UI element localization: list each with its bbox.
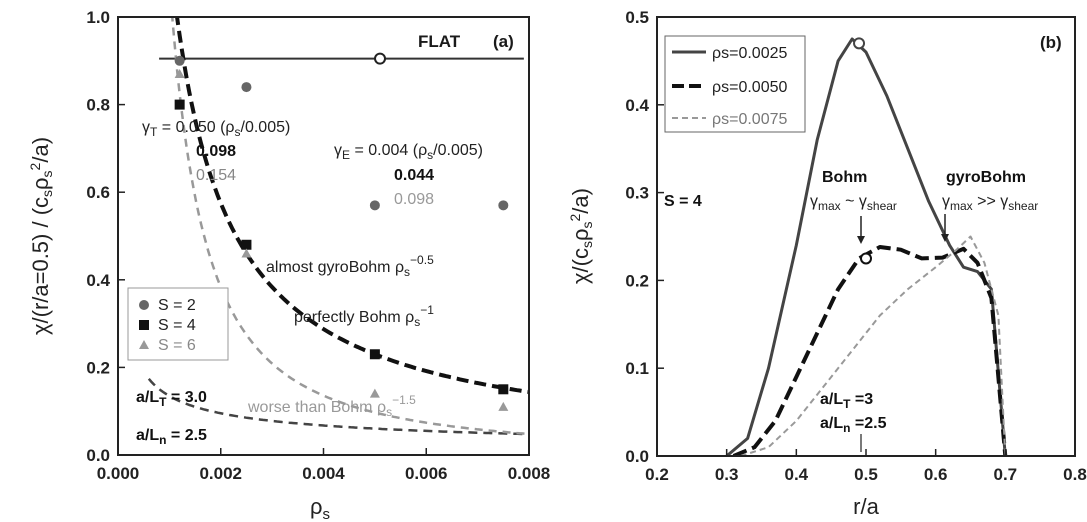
panel-b-x-tick-label: 0.3 [715,465,739,484]
panel-b-y-tick-label: 0.1 [625,359,649,378]
peak-marker-0050 [860,252,872,265]
s-value-label: S = 4 [664,193,702,210]
series-line-00075 [740,235,1007,456]
data-point-s=2 [498,200,509,211]
bohm-label: Bohm [822,169,867,186]
data-point-s=6 [241,248,252,258]
data-point-s=2 [241,82,252,93]
panel-b-y-axis-label: χ/(csρs2/a) [567,188,595,284]
gamma-t-value-2: 0.098 [196,143,236,160]
panel-a-x-tick-label: 0.000 [97,464,140,483]
panel-a-x-tick-label: 0.002 [199,464,242,483]
gamma-e-value-3: 0.098 [394,191,434,208]
panel-a-ticks: 0.000 0.002 0.004 0.006 0.008 0.0 0.2 0.4 0.6 0.8… [86,8,550,483]
legend-s2-label: S = 2 [158,297,196,314]
gamma-e-value-2: 0.044 [394,167,434,184]
panel-a-y-tick-label: 0.4 [86,271,110,290]
panel-b-y-tick-label: 0.0 [625,447,649,466]
panel-b-legend: ρs=0.0025 ρs=0.0050 ρs=0.0075 [664,35,806,133]
b-a-lt-label: a/LT =3 [820,391,873,411]
peak-marker-0025 [853,37,866,50]
data-point-s=6 [174,68,185,78]
flat-marker [374,52,387,65]
panel-b-series-lines [725,37,1008,456]
panel-b-tag: (b) [1040,33,1062,52]
gyrobohm-sub-label: γmax >> γshear [942,193,1038,213]
legend-s4-marker [139,320,149,330]
panel-a-y-tick-label: 0.6 [86,183,110,202]
panel-b-x-tick-label: 0.5 [854,465,878,484]
panel-a-legend: S = 2 S = 4 S = 6 [127,287,229,361]
perfectly-bohm-label: perfectly Bohm ρs−1 [294,303,434,329]
panel-b-x-tick-label: 0.7 [994,465,1018,484]
panel-b-x-tick-label: 0.4 [785,465,809,484]
legend-s6-label: S = 6 [158,337,196,354]
panel-b-x-tick-label: 0.2 [645,465,669,484]
panel-b-x-tick-label: 0.8 [1063,465,1087,484]
panel-a-tag: (a) [493,32,514,51]
series-line-00050 [732,245,1008,456]
panel-a-y-tick-label: 0.0 [86,446,110,465]
panel-b-y-tick-label: 0.4 [625,96,649,115]
panel-a-y-tick-label: 1.0 [86,8,110,27]
panel-b-y-tick-label: 0.5 [625,8,649,27]
fit-curve-almost-gyroBohm [147,377,529,436]
panel-b-x-axis-label: r/a [853,494,879,519]
flat-label: FLAT [418,32,461,51]
series-line-00025 [725,37,1007,456]
b-a-ln-label: a/Ln =2.5 [820,415,887,435]
data-point-s=2 [369,200,380,211]
gamma-t-label: γT = 0.050 (ρs/0.005) [142,119,290,139]
data-point-s=6 [498,401,509,411]
a-lt-label: a/LT = 3.0 [136,389,207,409]
panel-a: 0.000 0.002 0.004 0.006 0.008 0.0 0.2 0.4 0.6 0.8… [27,8,550,522]
panel-a-y-tick-label: 0.2 [86,358,110,377]
gamma-e-label: γE = 0.004 (ρs/0.005) [334,142,483,162]
data-point-s=6 [369,388,380,398]
almost-gyrobohm-label: almost gyroBohm ρs−0.5 [266,253,434,279]
data-point-s=2 [174,55,185,66]
fit-curve-worse-than-Bohm [171,17,529,436]
data-point-s=4 [241,239,252,250]
a-ln-label: a/Ln = 2.5 [136,427,207,447]
panel-b: 0.2 0.3 0.4 0.5 0.6 0.7 0.80.00.10.20.30.40.5 … [567,8,1087,519]
panel-a-x-tick-label: 0.008 [508,464,551,483]
panel-a-y-axis-label: χ/(r/a=0.5) / (csρs2/a) [27,137,55,335]
legend-rho-0025-label: ρs=0.0025 [712,45,787,62]
worse-than-bohm-label: worse than Bohm ρs−1.5 [247,393,416,419]
panel-b-ticks: 0.2 0.3 0.4 0.5 0.6 0.7 0.8 0.0 0.1 0.2 0.3 0.4 0.5 [625,8,1086,484]
panel-b-y-tick-label: 0.3 [625,184,649,203]
panel-b-x-tick-label: 0.6 [924,465,948,484]
bohm-arrow-head [857,236,865,244]
panel-a-y-tick-label: 0.8 [86,96,110,115]
gyrobohm-label: gyroBohm [946,169,1026,186]
legend-rho-0050-label: ρs=0.0050 [712,79,787,96]
panel-a-x-tick-label: 0.004 [302,464,345,483]
panel-b-y-tick-label: 0.2 [625,271,649,290]
panel-a-x-axis-label: ρs [310,494,330,522]
data-point-s=4 [369,349,380,360]
legend-s6-marker [139,340,149,349]
panel-a-data-points [174,55,509,411]
bohm-sub-label: γmax ~ γshear [810,193,897,213]
data-point-s=4 [174,99,185,110]
legend-s2-marker [139,300,149,310]
legend-rho-0075-label: ρs=0.0075 [712,111,787,128]
gyrobohm-arrow-head [941,234,949,242]
fit-curve-perfectly-Bohm [175,17,529,394]
legend-s4-label: S = 4 [158,317,196,334]
panel-a-x-tick-label: 0.006 [405,464,448,483]
gamma-t-value-3: 0.154 [196,167,236,184]
panel-a-fit-curves [147,17,529,436]
data-point-s=4 [498,384,509,395]
